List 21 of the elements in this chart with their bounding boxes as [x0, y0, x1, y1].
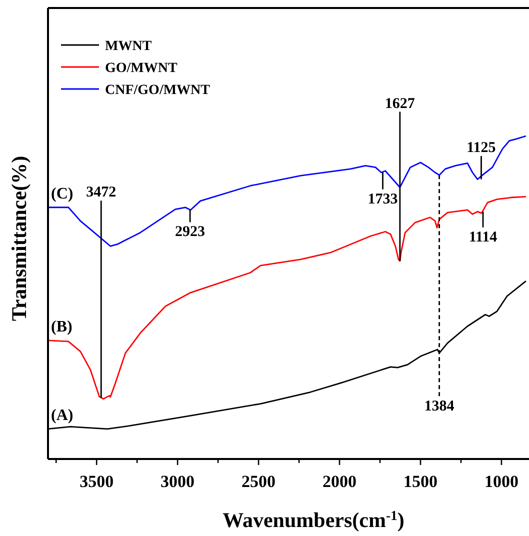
x-tick-label: 3000 — [160, 472, 195, 491]
x-tick-label: 3500 — [80, 472, 114, 491]
annotation: 2923 — [175, 224, 206, 240]
annotation: 1125 — [466, 140, 496, 156]
annotation: 1384 — [424, 398, 455, 415]
x-tick-label: 1000 — [484, 472, 518, 491]
x-axis-title: Wavenumbers(cm$^{-1}$) — [222, 508, 404, 532]
x-tick-label: 1500 — [403, 472, 438, 491]
annotation: (B) — [51, 318, 72, 336]
annotation: (C) — [51, 185, 74, 202]
x-tick-label: 2000 — [322, 472, 357, 491]
annotation: 1733 — [368, 191, 398, 208]
annotation: 1627 — [384, 96, 416, 112]
legend-label: GO/MWNT — [105, 61, 178, 76]
legend-label: CNF/GO/MWNT — [105, 83, 211, 98]
annotation: 3472 — [86, 184, 116, 201]
y-axis-title: Transmittance(%) — [7, 156, 31, 322]
annotation: (A) — [51, 406, 74, 424]
x-tick-label: 2500 — [242, 472, 276, 491]
annotation: 1114 — [468, 229, 498, 246]
legend-label: MWNT — [105, 39, 152, 54]
